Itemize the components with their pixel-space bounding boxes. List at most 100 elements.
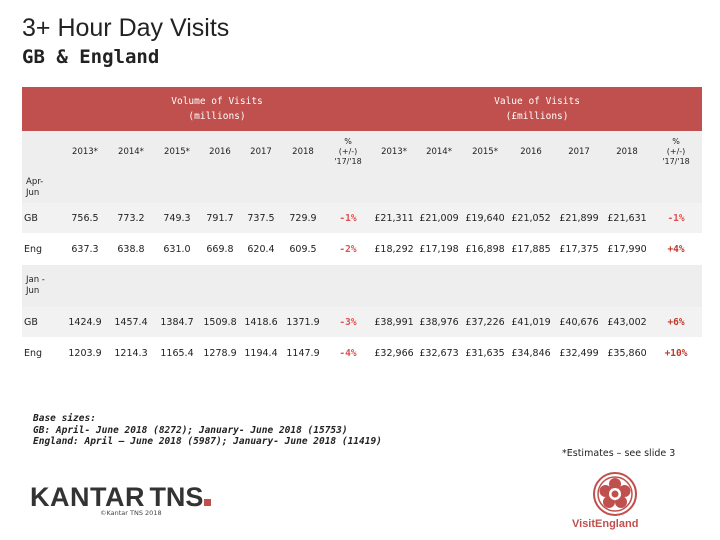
volume-cell: 1165.4 — [154, 337, 200, 369]
volume-cell: 1509.8 — [200, 307, 240, 338]
col-2017-val: 2017 — [554, 131, 605, 173]
corner-cell — [22, 87, 62, 131]
col-2015-val: 2015* — [462, 131, 509, 173]
volume-cell: 737.5 — [240, 203, 282, 234]
volume-cell: 638.8 — [108, 233, 154, 265]
section-blank-cell — [508, 264, 555, 307]
volume-change-cell: -1% — [324, 203, 373, 234]
value-cell: £21,052 — [508, 203, 555, 234]
section-blank-cell — [416, 173, 463, 203]
section-blank-cell — [604, 264, 651, 307]
section-blank-cell — [154, 173, 200, 203]
section-blank-cell — [554, 173, 605, 203]
volume-cell: 791.7 — [200, 203, 240, 234]
volume-cell: 620.4 — [240, 233, 282, 265]
volume-cell: 749.3 — [154, 203, 200, 234]
value-cell: £16,898 — [462, 233, 509, 265]
row-region: Eng — [22, 233, 62, 265]
value-header-line1: Value of Visits — [494, 96, 580, 107]
section-blank-cell — [200, 264, 240, 307]
section-blank-cell — [372, 264, 417, 307]
section-blank-cell — [240, 264, 282, 307]
volume-change-cell: -4% — [324, 337, 373, 369]
section-blank-cell — [324, 173, 373, 203]
value-cell: £35,860 — [604, 337, 651, 369]
table-row: Eng 637.3 638.8 631.0 669.8 620.4 609.5 -2% £18,… — [22, 233, 703, 265]
value-cell: £34,846 — [508, 337, 555, 369]
kantar-logo: KANTAR TNS — [30, 482, 212, 513]
pct-vol-line3: '17/'18 — [334, 157, 362, 166]
value-cell: £21,899 — [554, 203, 605, 234]
pct-vol-line1: % — [344, 137, 352, 146]
table-row: GB 756.5 773.2 749.3 791.7 737.5 729.9 -1% £21,3… — [22, 203, 703, 234]
volume-cell: 1424.9 — [62, 307, 108, 338]
value-change-cell: -1% — [650, 203, 703, 234]
volume-change-cell: -3% — [324, 307, 373, 338]
section-blank-cell — [650, 173, 703, 203]
col-pct-vol: % (+/-) '17/'18 — [324, 131, 373, 173]
section-blank-cell — [200, 173, 240, 203]
volume-cell: 756.5 — [62, 203, 108, 234]
estimates-note: *Estimates – see slide 3 — [562, 448, 676, 459]
copyright-text: ©Kantar TNS 2018 — [100, 509, 162, 517]
value-cell: £37,226 — [462, 307, 509, 338]
value-cell: £38,976 — [416, 307, 463, 338]
section-blank-cell — [108, 173, 154, 203]
section-blank-cell — [282, 264, 324, 307]
section-label-line: Jun — [26, 188, 40, 198]
value-cell: £41,019 — [508, 307, 555, 338]
value-cell: £21,631 — [604, 203, 651, 234]
section-blank-cell — [462, 264, 509, 307]
value-cell: £31,635 — [462, 337, 509, 369]
row-region: Eng — [22, 337, 62, 369]
section-blank-cell — [416, 264, 463, 307]
volume-cell: 637.3 — [62, 233, 108, 265]
section-blank-cell — [372, 173, 417, 203]
value-cell: £38,991 — [372, 307, 417, 338]
section-label-row: Jan - Jun — [22, 264, 703, 307]
header-blank — [22, 131, 62, 173]
volume-cell: 1457.4 — [108, 307, 154, 338]
table-body: Apr- Jun GB 756.5 773.2 749.3 791.7 737.5 729.9-… — [22, 173, 703, 369]
col-2017-vol: 2017 — [240, 131, 282, 173]
volume-cell: 1214.3 — [108, 337, 154, 369]
volume-cell: 631.0 — [154, 233, 200, 265]
base-sizes-label: Base sizes: — [33, 413, 96, 424]
value-cell: £32,499 — [554, 337, 605, 369]
value-change-cell: +6% — [650, 307, 703, 338]
pct-vol-line2: (+/-) — [338, 147, 358, 156]
base-sizes-gb: GB: April- June 2018 (8272); January- Ju… — [33, 424, 348, 436]
value-header: Value of Visits (£millions) — [372, 87, 703, 131]
section-label-line: Apr- — [26, 177, 44, 187]
volume-cell: 1384.7 — [154, 307, 200, 338]
volume-cell: 773.2 — [108, 203, 154, 234]
section-label: Apr- Jun — [22, 173, 62, 203]
col-2014-vol: 2014* — [108, 131, 154, 173]
value-cell: £32,966 — [372, 337, 417, 369]
volume-cell: 1418.6 — [240, 307, 282, 338]
column-header-row: 2013* 2014* 2015* 2016 2017 2018 % (+/-)… — [22, 131, 703, 173]
visit-england-wordmark: VisitEngland — [572, 518, 639, 530]
value-cell: £21,009 — [416, 203, 463, 234]
volume-cell: 1147.9 — [282, 337, 324, 369]
value-cell: £17,198 — [416, 233, 463, 265]
section-blank-cell — [62, 173, 108, 203]
table-row: Eng 1203.9 1214.3 1165.4 1278.9 1194.4 1147.9-… — [22, 337, 703, 369]
row-region: GB — [22, 307, 62, 338]
volume-header-line1: Volume of Visits — [171, 96, 263, 107]
value-cell: £40,676 — [554, 307, 605, 338]
pct-val-line3: '17/'18 — [662, 157, 690, 166]
volume-cell: 1278.9 — [200, 337, 240, 369]
value-cell: £43,002 — [604, 307, 651, 338]
col-2014-val: 2014* — [416, 131, 463, 173]
col-2018-val: 2018 — [604, 131, 651, 173]
visit-england-rose-icon — [593, 472, 637, 516]
col-2013-vol: 2013* — [62, 131, 108, 173]
value-cell: £32,673 — [416, 337, 463, 369]
section-blank-cell — [650, 264, 703, 307]
value-header-line2: (£millions) — [505, 111, 569, 122]
col-2013-val: 2013* — [372, 131, 417, 173]
value-cell: £19,640 — [462, 203, 509, 234]
section-blank-cell — [508, 173, 555, 203]
value-change-cell: +10% — [650, 337, 703, 369]
